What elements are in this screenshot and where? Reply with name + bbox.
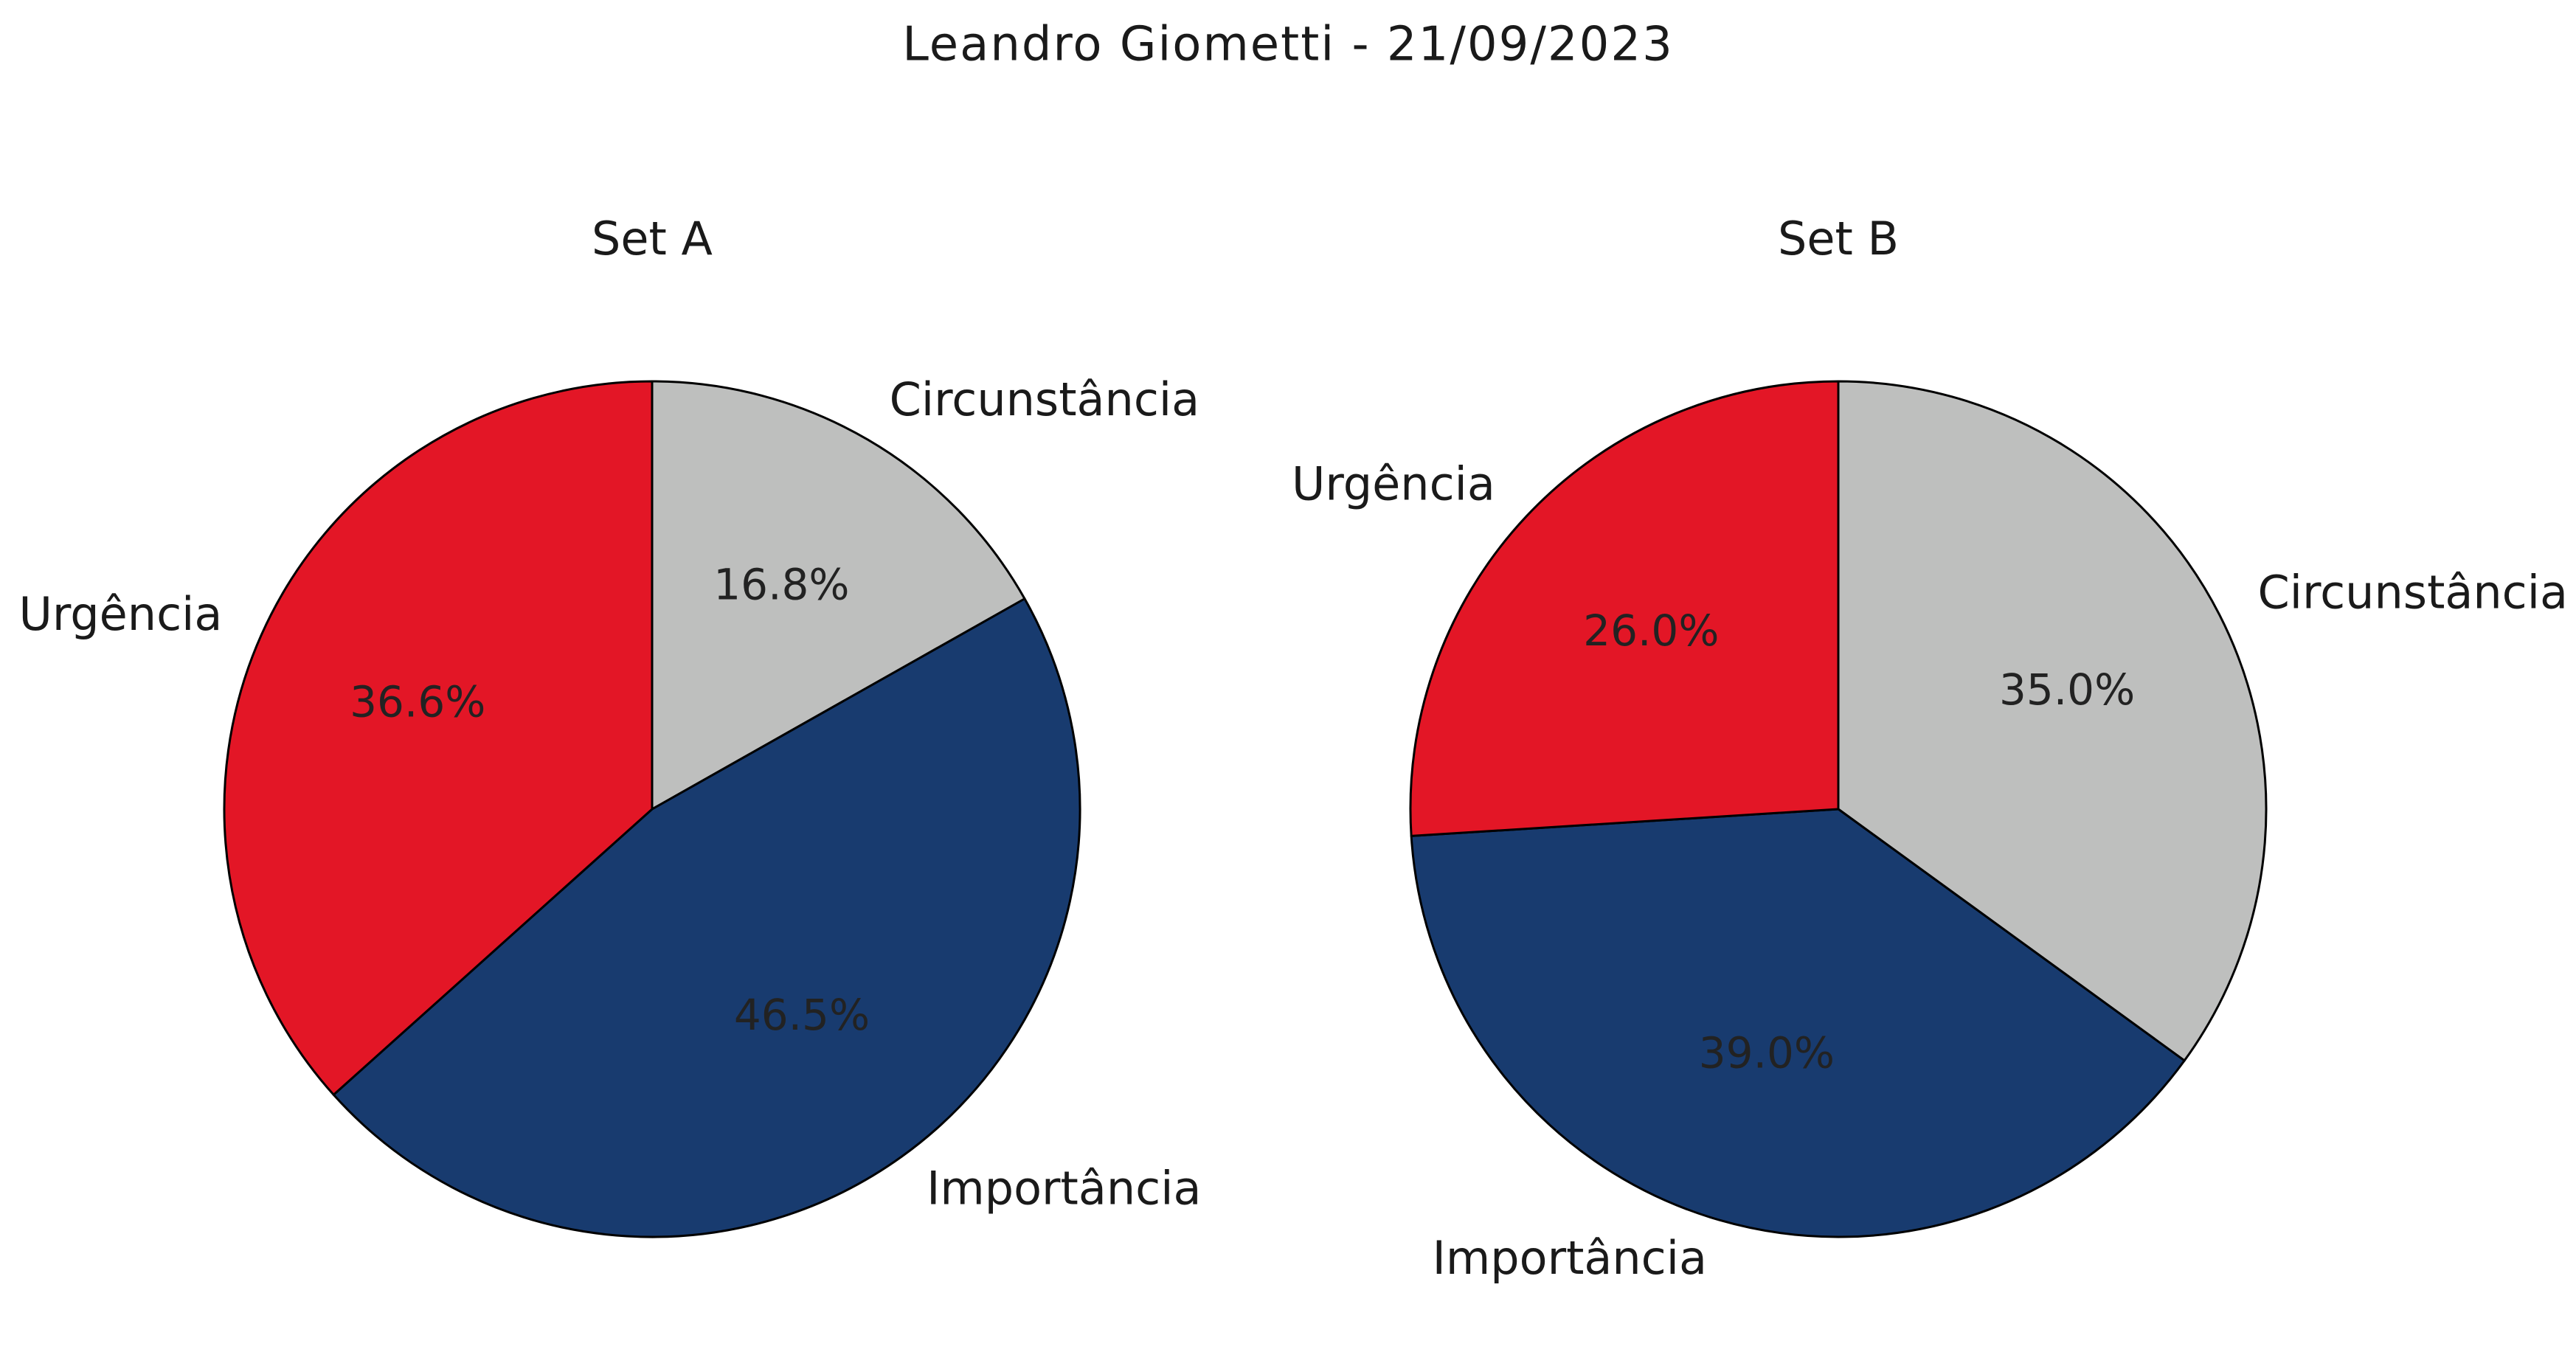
pie-slice-set-b-circunstancia xyxy=(1837,380,2268,1062)
slice-label-set-b-importancia: Importância xyxy=(1433,1231,1707,1285)
pct-label-set-b-importancia: 39.0% xyxy=(1699,1027,1835,1078)
pct-label-set-a-urgencia: 36.6% xyxy=(350,676,485,727)
slice-label-set-b-urgencia: Urgência xyxy=(1292,457,1495,510)
pct-label-set-a-importancia: 46.5% xyxy=(734,990,870,1040)
pie-slice-set-b-urgencia xyxy=(1409,380,1840,837)
pct-label-set-a-circunstancia: 16.8% xyxy=(713,560,849,610)
slice-label-set-a-urgencia: Urgência xyxy=(19,587,223,641)
pie-title-set-a: Set A xyxy=(592,212,713,266)
slice-label-set-a-importancia: Importância xyxy=(927,1161,1201,1215)
pie-slice-set-b-importancia xyxy=(1410,808,2186,1238)
pie-chart-set-a: Set A Circunstância 16.8% Importância 46.5%… xyxy=(19,212,1201,1238)
pct-label-set-b-circunstancia: 35.0% xyxy=(1999,665,2135,715)
pie-title-set-b: Set B xyxy=(1778,212,1899,266)
pie-chart-set-b: Set B Circunstância 35.0% Importância 39.0%… xyxy=(1292,212,2568,1285)
slice-label-set-a-circunstancia: Circunstância xyxy=(890,372,1200,426)
pie-slice-set-a-circunstancia xyxy=(651,380,1026,811)
figure-title: Leandro Giometti - 21/09/2023 xyxy=(902,18,1674,72)
slice-label-set-b-circunstancia: Circunstância xyxy=(2257,565,2568,619)
pie-slice-set-a-importancia xyxy=(332,597,1081,1238)
pct-label-set-b-urgencia: 26.0% xyxy=(1583,606,1719,656)
pie-slice-set-a-urgencia xyxy=(223,380,654,1096)
